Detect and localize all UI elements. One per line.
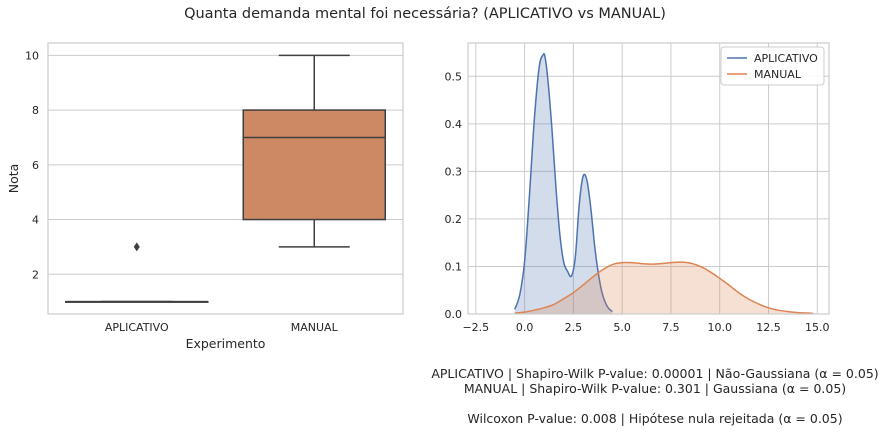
box-manual (242, 54, 386, 248)
boxplot-x-tick-labels: APLICATIVO MANUAL (105, 321, 339, 334)
box-iqr (242, 109, 386, 221)
kde-legend: APLICATIVO MANUAL (720, 46, 825, 86)
kde-x-tick: 10.0 (707, 321, 732, 334)
boxplot-x-tick: APLICATIVO (105, 321, 169, 334)
kde-marks (514, 53, 814, 315)
normality-test-aplicativo: APLICATIVO | Shapiro-Wilk P-value: 0.000… (431, 366, 879, 381)
boxplot-y-tick: 6 (32, 159, 39, 172)
boxplot-frame (47, 42, 404, 315)
kde-x-tick: −2.5 (462, 321, 489, 334)
kde-line-aplicativo (514, 53, 613, 313)
figure-title: Quanta demanda mental foi necessária? (A… (184, 6, 666, 22)
kde-x-tick: 0.0 (516, 321, 534, 334)
boxplot-marks (65, 54, 386, 303)
boxplot-x-tick: MANUAL (291, 321, 339, 334)
kde-y-tick: 0.5 (445, 70, 463, 83)
box-outlier (133, 242, 140, 252)
kde-y-tick: 0.0 (445, 308, 463, 321)
kde-x-tick: 5.0 (613, 321, 631, 334)
kde-line-manual (514, 261, 814, 315)
kde-area-manual (514, 262, 814, 314)
boxplot-y-tick-labels: 2 4 6 8 10 (25, 49, 39, 281)
kde-frame (467, 42, 830, 315)
boxplot-y-axis-label: Nota (6, 164, 21, 194)
boxplot-y-tick: 2 (32, 268, 39, 281)
kde-x-tick: 2.5 (565, 321, 583, 334)
kde-panel: 0.00.10.20.30.40.5 −2.5 0.0 2.5 5.0 7.5 10.0 1… (445, 42, 830, 334)
boxplot-x-axis-label: Experimento (186, 336, 266, 351)
boxplot-y-tick: 8 (32, 104, 39, 117)
legend-label-manual: MANUAL (754, 68, 802, 81)
normality-test-manual: MANUAL | Shapiro-Wilk P-value: 0.301 | G… (463, 381, 847, 396)
box-aplicativo (65, 242, 209, 303)
legend-box (720, 46, 825, 86)
kde-y-tick-labels: 0.0 0.1 0.2 0.3 0.4 0.5 (445, 70, 463, 321)
kde-x-tick: 7.5 (662, 321, 680, 334)
kde-y-tick: 0.1 (445, 260, 463, 273)
kde-area-aplicativo (514, 53, 613, 315)
kde-y-tick: 0.3 (445, 165, 463, 178)
kde-x-tick-labels: −2.5 0.0 2.5 5.0 7.5 10.0 12.5 15.0 (462, 321, 829, 334)
kde-y-tick: 0.2 (445, 213, 463, 226)
boxplot-panel: 2 4 6 8 10 APLICATIVO MANUAL Experimento Nota (6, 42, 404, 351)
kde-x-tick: 15.0 (805, 321, 830, 334)
kde-y-tick: 0.4 (445, 118, 463, 131)
kde-x-tick: 12.5 (756, 321, 781, 334)
boxplot-y-tick: 4 (32, 214, 39, 227)
wilcoxon-test-result: Wilcoxon P-value: 0.008 | Hipótese nula … (467, 411, 843, 426)
legend-label-aplicativo: APLICATIVO (754, 52, 818, 65)
boxplot-y-tick: 10 (25, 49, 39, 62)
